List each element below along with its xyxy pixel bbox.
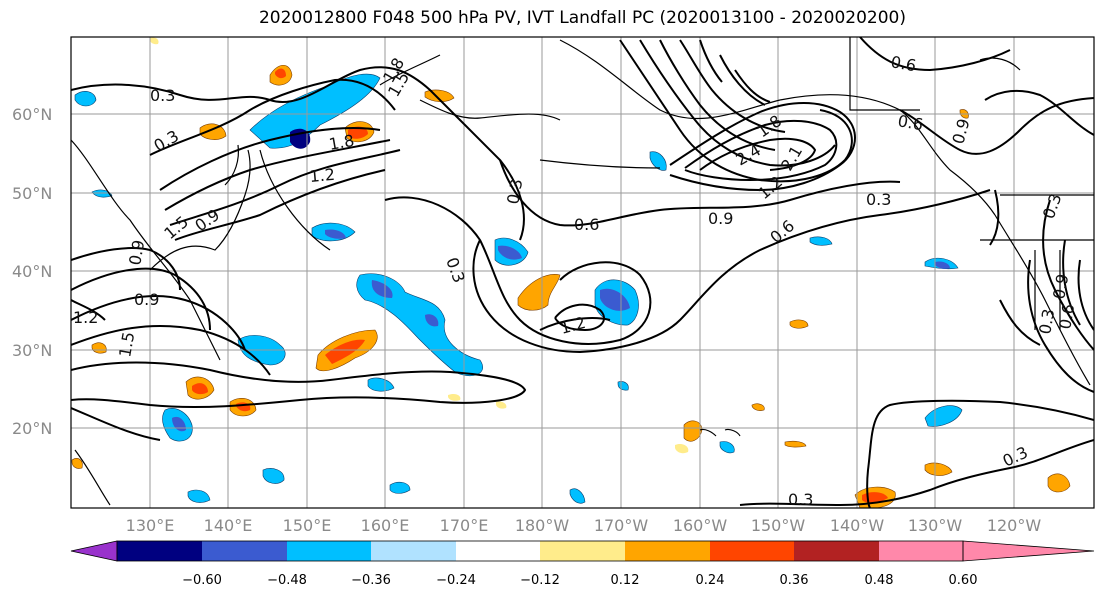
colorbar-segment (456, 541, 540, 561)
colorbar-tick-label: −0.48 (267, 573, 307, 588)
contour-label: 0.3 (1035, 307, 1058, 335)
colorbar-segment (287, 541, 371, 561)
colorbar-tick-label: −0.24 (436, 573, 476, 588)
colorbar-tick-label: −0.12 (520, 573, 560, 588)
lon-label: 170°W (594, 516, 649, 535)
pos-blob (71, 458, 83, 469)
contour-label: 1.5 (115, 330, 138, 358)
contour-label: 1.2 (309, 165, 336, 186)
contour-label: 0.3 (442, 255, 469, 285)
contour-label: 1.2 (754, 172, 786, 203)
lat-label: 50°N (12, 184, 52, 203)
neg-blob (91, 189, 113, 198)
neg-blob (74, 91, 97, 107)
lon-label: 150°E (283, 516, 332, 535)
lon-label: 160°E (361, 516, 410, 535)
lat-label: 30°N (12, 341, 52, 360)
colorbar: −0.60 −0.48 −0.36 −0.24 −0.12 0.12 0.24 … (70, 540, 1095, 588)
neg-blob (719, 441, 735, 454)
colorbar-tick-label: 0.24 (696, 573, 725, 588)
neg-blob (569, 488, 586, 504)
contour-label: 0.3 (788, 490, 813, 509)
contour-label: 1.8 (753, 111, 785, 141)
colorbar-tick-label: 0.60 (949, 573, 978, 588)
colorbar-segment (371, 541, 456, 561)
contour-label: 0.9 (1049, 272, 1072, 300)
shading-layer (71, 37, 1071, 508)
pos-blob (784, 440, 807, 448)
contour-label-group: 0.3 0.3 1.8 1.5 1.8 1.2 0.9 1.5 0.9 1.2 … (73, 52, 1078, 509)
colorbar-segment (540, 541, 625, 561)
contour-label: 1.2 (558, 313, 588, 338)
map-frame (70, 36, 1095, 509)
neg-blob (924, 405, 963, 427)
latitude-labels: 60°N 50°N 40°N 30°N 20°N (12, 105, 52, 438)
contour-label: 0.6 (1055, 302, 1078, 330)
longitude-labels: 130°E 140°E 150°E 160°E 170°E 180°W 170°… (126, 516, 1042, 535)
graticule (71, 37, 1094, 508)
contour-label: 0.3 (866, 190, 891, 209)
contour-label: 1.2 (73, 308, 98, 327)
pv-contours (71, 37, 1094, 508)
colorbar-segment (794, 541, 879, 561)
neg-blob (389, 481, 411, 494)
neg-blob (649, 151, 667, 171)
contour-label: 0.9 (125, 238, 148, 266)
pos-blob (751, 403, 765, 411)
colorbar-segment (710, 541, 794, 561)
colorbar-tick-label: 0.36 (780, 573, 809, 588)
contour-label: 0.9 (134, 290, 159, 309)
colorbar-tick-label: 0.48 (865, 573, 894, 588)
colorbar-segment (117, 541, 202, 561)
colorbar-tick-label: −0.60 (182, 573, 222, 588)
pos-blob (924, 462, 953, 476)
contour-label: 0.3 (1000, 443, 1031, 471)
neg-blob (187, 489, 211, 503)
colorbar-tick-label: 0.12 (611, 573, 640, 588)
pos-blob (683, 420, 703, 442)
map-title: 2020012800 F048 500 hPa PV, IVT Landfall… (258, 8, 906, 28)
lon-label: 120°W (987, 516, 1042, 535)
lon-label: 140°E (204, 516, 253, 535)
coastlines (71, 37, 1094, 506)
lon-label: 170°E (440, 516, 489, 535)
colorbar-left-extension (70, 540, 118, 562)
contour-label: 0.6 (896, 111, 924, 134)
contour-label: 2.4 (733, 140, 765, 169)
neg-blob (262, 468, 285, 484)
contour-label: 0.6 (766, 216, 798, 247)
colorbar-right-extension (962, 540, 1095, 562)
lon-label: 180°W (515, 516, 570, 535)
colorbar-segment (202, 541, 287, 561)
lon-label: 160°W (673, 516, 728, 535)
contour-label: 1.5 (160, 212, 192, 243)
lat-label: 60°N (12, 105, 52, 124)
pos-blob (789, 319, 809, 329)
colorbar-segment (625, 541, 710, 561)
lat-label: 40°N (12, 262, 52, 281)
contour-label: 0.3 (150, 86, 175, 105)
neg-blob (809, 236, 833, 246)
neg-blob (617, 381, 629, 391)
colorbar-tick-label: −0.36 (351, 573, 391, 588)
pos-blob (199, 123, 227, 140)
pos-blob (1047, 473, 1071, 493)
contour-label: 1.8 (327, 131, 355, 154)
neg-blob (367, 377, 395, 392)
colorbar-segment (879, 541, 963, 561)
contour-label: 0.3 (503, 177, 526, 205)
lon-label: 130°W (908, 516, 963, 535)
lon-label: 130°E (126, 516, 175, 535)
contour-label: 0.6 (574, 215, 599, 234)
lon-label: 150°W (751, 516, 806, 535)
contour-label: 0.9 (708, 209, 733, 228)
contour-label: 0.3 (151, 126, 183, 155)
lon-label: 140°W (830, 516, 885, 535)
pos-blob (517, 274, 561, 311)
contour-label: 0.6 (889, 52, 917, 75)
contour-label: 0.9 (949, 117, 974, 147)
lat-label: 20°N (12, 419, 52, 438)
pos-blob (91, 342, 107, 354)
